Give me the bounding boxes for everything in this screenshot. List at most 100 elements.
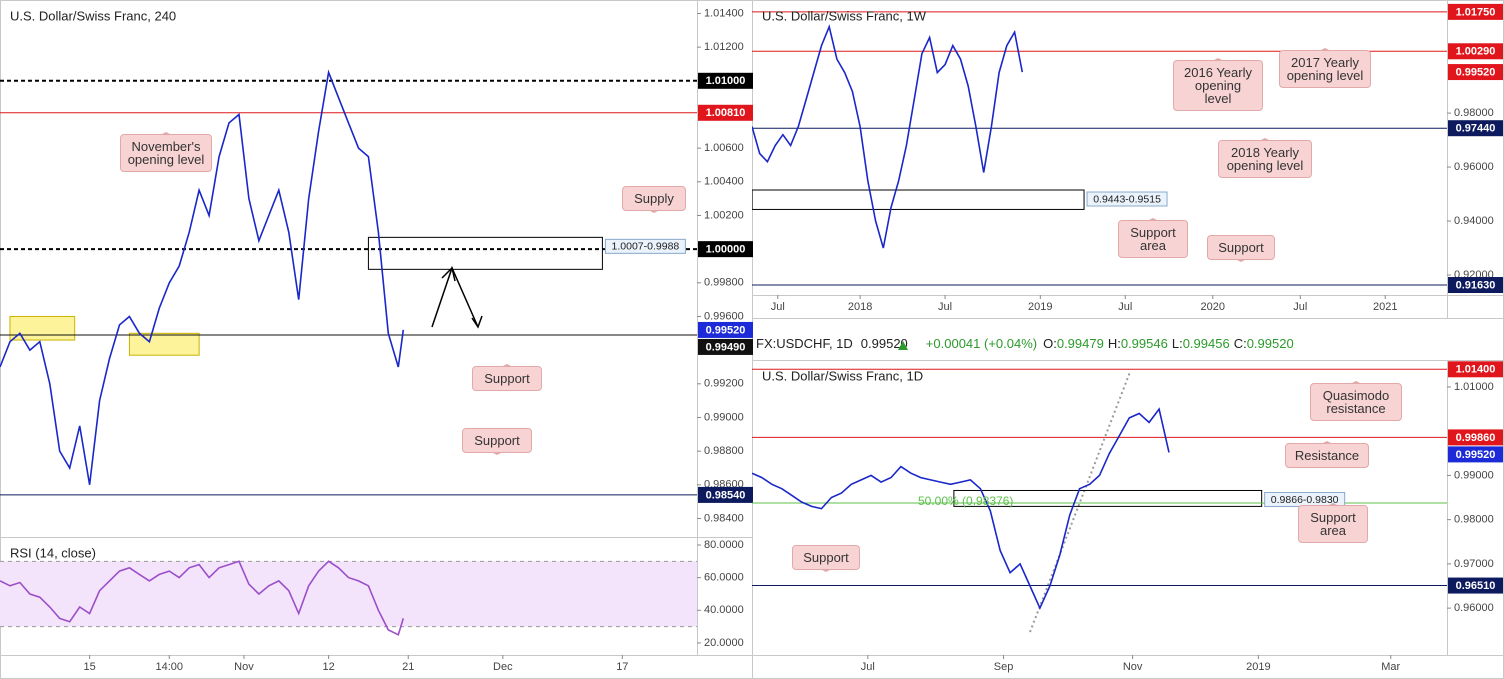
- zone: [128, 332, 200, 356]
- price-tag: [698, 321, 753, 338]
- x-tick-label: Mar: [1381, 661, 1400, 673]
- zone: [953, 489, 1263, 507]
- y-tick-label: 20.0000: [704, 637, 744, 649]
- fib-label: 50.00% (0.98376): [918, 494, 1013, 508]
- callout: Support: [792, 545, 860, 572]
- price-tag: [1448, 446, 1503, 463]
- price-tag-label: 0.97440: [1456, 123, 1496, 135]
- y-tick-label: 1.01200: [704, 41, 744, 53]
- price-tag: [698, 72, 753, 89]
- price-line: [752, 407, 1170, 611]
- price-tag: [1448, 577, 1503, 594]
- y-tick-label: 0.96000: [1454, 161, 1494, 173]
- price-tag: [698, 104, 753, 121]
- chart-title: U.S. Dollar/Swiss Franc, 1D: [762, 368, 923, 383]
- high-label: H:: [1108, 336, 1121, 351]
- last-price: 0.99520: [861, 336, 908, 351]
- price-tag-label: 0.91630: [1456, 279, 1496, 291]
- y-tick-label: 0.98000: [1454, 514, 1494, 526]
- price-tag-label: 1.00000: [706, 244, 746, 256]
- zone-label: 1.0007-0.9988: [612, 241, 680, 253]
- high-value: 0.99546: [1121, 336, 1168, 351]
- low-value: 0.99456: [1183, 336, 1230, 351]
- price-tag: [698, 241, 753, 258]
- y-tick-label: 0.97000: [1454, 558, 1494, 570]
- x-tick-label: Jul: [771, 301, 785, 313]
- price-tag: [698, 338, 753, 355]
- rsi-band: [0, 561, 697, 627]
- zone-label-box: [604, 238, 686, 254]
- price-tag: [1448, 277, 1503, 294]
- callout: 2016 Yearly opening level: [1173, 58, 1263, 111]
- y-tick-label: 0.94000: [1454, 215, 1494, 227]
- y-tick-label: 0.99800: [704, 277, 744, 289]
- zone-label-box: [1086, 191, 1168, 207]
- y-tick-label: 0.98000: [1454, 107, 1494, 119]
- trend-line: [1029, 371, 1131, 633]
- callout: 2018 Yearly opening level: [1218, 138, 1312, 178]
- x-tick-label: 2018: [848, 301, 872, 313]
- price-tag-label: 0.99860: [1456, 432, 1496, 444]
- y-tick-label: 1.01000: [1454, 381, 1494, 393]
- callout: Support: [462, 428, 532, 455]
- x-tick-label: Jul: [1293, 301, 1307, 313]
- price-tag-label: 1.01400: [1456, 364, 1496, 376]
- info-bar: FX:USDCHF, 1D 0.99520 +0.00041 (+0.04%) O:0…: [756, 336, 1294, 351]
- x-tick-label: 17: [616, 661, 628, 673]
- y-tick-label: 0.99000: [704, 411, 744, 423]
- price-tag: [1448, 361, 1503, 378]
- plot: [0, 69, 697, 496]
- callout: Support area: [1298, 503, 1368, 543]
- close-value: 0.99520: [1247, 336, 1294, 351]
- x-tick-label: Dec: [493, 661, 513, 673]
- y-tick-label: 0.96000: [1454, 602, 1494, 614]
- price-tag-label: 1.01750: [1456, 6, 1496, 18]
- y-tick-label: 0.98800: [704, 445, 744, 457]
- callout: 2017 Yearly opening level: [1279, 48, 1371, 88]
- price-line: [752, 24, 1024, 249]
- price-tag-label: 0.98540: [706, 489, 746, 501]
- price-line: [0, 69, 405, 485]
- callout: Quasimodo resistance: [1310, 381, 1402, 421]
- y-tick-label: 40.0000: [704, 604, 744, 616]
- price-tag-label: 1.00810: [706, 107, 746, 119]
- y-tick-label: 1.00400: [704, 176, 744, 188]
- price-tag: [1448, 3, 1503, 20]
- price-tag: [1448, 120, 1503, 137]
- zone: [752, 189, 1085, 210]
- x-tick-label: 2019: [1246, 661, 1270, 673]
- x-tick-label: 2019: [1028, 301, 1052, 313]
- x-tick-label: 21: [402, 661, 414, 673]
- x-tick-label: 14:00: [156, 661, 184, 673]
- y-tick-label: 0.99200: [704, 378, 744, 390]
- zone: [367, 236, 603, 270]
- callout: Support: [1207, 235, 1275, 262]
- callout: Support: [472, 364, 542, 391]
- low-label: L:: [1172, 336, 1183, 351]
- callout: November's opening level: [120, 132, 212, 172]
- x-tick-label: 15: [83, 661, 95, 673]
- x-tick-label: Jul: [1118, 301, 1132, 313]
- y-tick-label: 0.98400: [704, 512, 744, 524]
- x-tick-label: Jul: [938, 301, 952, 313]
- price-tag-label: 0.99520: [1456, 66, 1496, 78]
- price-tag: [698, 486, 753, 503]
- y-tick-label: 1.00200: [704, 209, 744, 221]
- zone-label: 0.9866-0.9830: [1271, 494, 1339, 506]
- open-label: O:: [1043, 336, 1057, 351]
- y-tick-label: 60.0000: [704, 572, 744, 584]
- y-tick-label: 0.99600: [704, 310, 744, 322]
- chart-title: U.S. Dollar/Swiss Franc, 1W: [762, 8, 927, 23]
- y-tick-label: 1.01400: [704, 7, 744, 19]
- x-tick-label: Sep: [994, 661, 1014, 673]
- price-tag: [1448, 43, 1503, 60]
- price-tag: [1448, 429, 1503, 446]
- plot: [0, 560, 697, 636]
- x-tick-label: 12: [322, 661, 334, 673]
- x-tick-label: Nov: [1123, 661, 1143, 673]
- callout: Support area: [1118, 218, 1188, 258]
- up-icon: [898, 341, 908, 350]
- price-tag: [1448, 64, 1503, 81]
